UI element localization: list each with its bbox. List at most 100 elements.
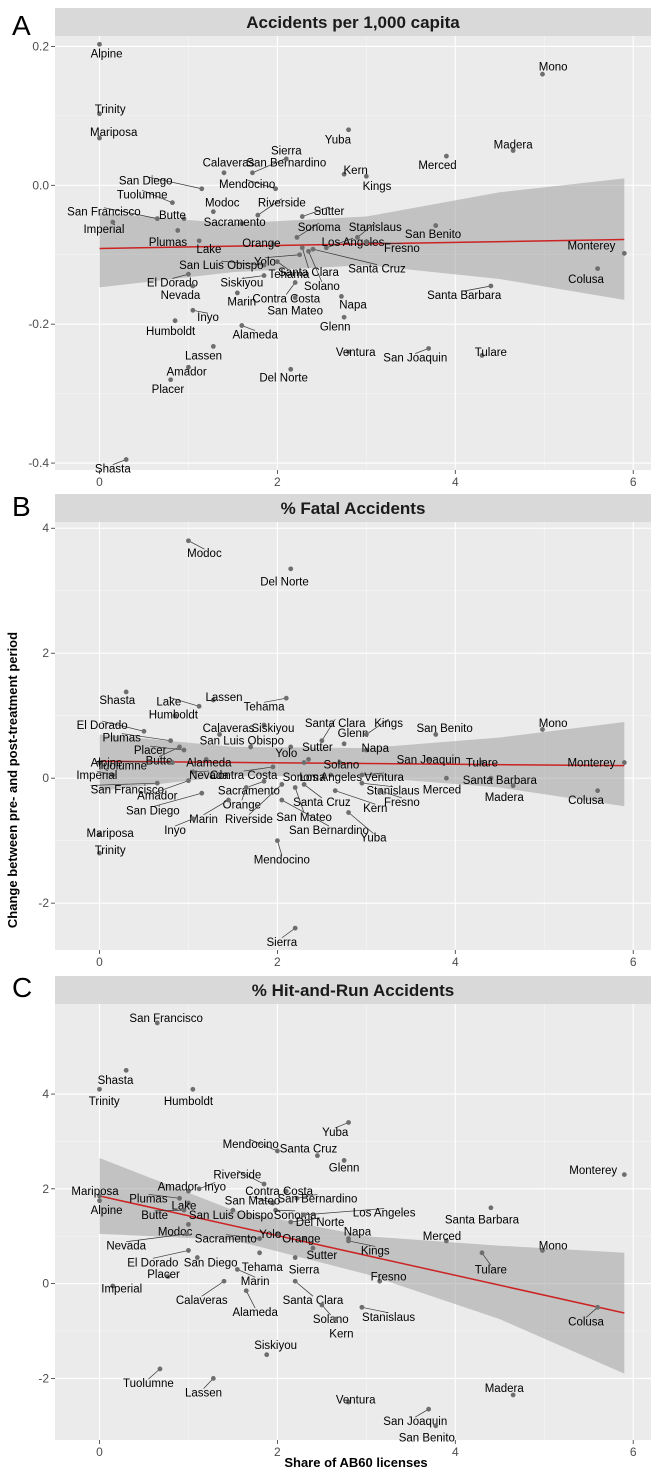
label-leader-line	[142, 189, 173, 203]
label-leader-line	[301, 247, 309, 269]
data-label-el-dorado: El Dorado	[147, 278, 198, 290]
data-label-yuba: Yuba	[322, 1127, 349, 1139]
data-point-lassen	[210, 343, 216, 349]
data-label-trinity: Trinity	[89, 1096, 120, 1108]
data-point-del-norte	[288, 1219, 294, 1225]
data-label-tehama: Tehama	[244, 701, 286, 713]
data-point-sierra	[292, 1255, 298, 1260]
panel-title: % Hit-and-Run Accidents	[252, 981, 454, 1000]
data-label-san-diego: San Diego	[184, 1257, 238, 1269]
label-leader-line	[357, 222, 376, 238]
data-point-san-francisco	[154, 1020, 160, 1026]
data-point-santa-barbara	[488, 1205, 494, 1211]
panel-letter: B	[12, 491, 31, 522]
label-leader-line	[243, 766, 273, 772]
data-label-colusa: Colusa	[568, 795, 604, 807]
data-label-fresno: Fresno	[371, 1272, 407, 1284]
label-leader-line	[90, 782, 158, 786]
data-label-del-norte: Del Norte	[296, 1217, 345, 1229]
data-point-sacramento	[257, 1236, 262, 1241]
data-point-glenn	[341, 314, 347, 320]
data-point-kern	[332, 788, 338, 794]
data-label-solano: Solano	[324, 759, 360, 771]
y-tick-label: -2	[38, 1371, 49, 1385]
data-point-yuba	[346, 810, 351, 815]
label-leader-line	[248, 784, 283, 816]
data-label-shasta: Shasta	[98, 1075, 134, 1087]
data-label-trinity: Trinity	[95, 845, 126, 857]
data-point-butte	[181, 1207, 187, 1213]
data-label-alpine: Alpine	[91, 1205, 123, 1217]
data-label-san-bernardino: San Bernardino	[277, 1193, 357, 1205]
data-label-tehama: Tehama	[268, 269, 310, 281]
data-label-lake: Lake	[156, 696, 181, 708]
data-point-mendocino	[274, 1148, 280, 1154]
data-label-trinity: Trinity	[95, 104, 126, 116]
data-point-lake	[196, 703, 202, 709]
label-leader-line	[263, 697, 287, 703]
data-point-imperial	[110, 1283, 116, 1289]
data-label-sutter: Sutter	[302, 742, 333, 754]
data-label-fresno: Fresno	[384, 243, 420, 255]
data-point-madera	[510, 1392, 516, 1398]
data-point-napa	[339, 294, 344, 299]
data-point-san-francisco	[154, 216, 160, 222]
x-tick-label: 6	[630, 1445, 637, 1459]
data-point-lassen	[210, 1375, 216, 1381]
data-point-placer	[181, 747, 187, 753]
label-leader-line	[150, 745, 185, 751]
data-label-alpine: Alpine	[91, 758, 123, 770]
data-point-merced	[444, 153, 449, 159]
label-leader-line	[257, 198, 283, 216]
data-label-sonoma: Sonoma	[283, 772, 326, 784]
data-label-napa: Napa	[361, 743, 389, 755]
label-leader-line	[303, 784, 323, 799]
data-point-sacramento	[261, 778, 267, 784]
data-label-plumas: Plumas	[149, 237, 188, 249]
data-label-mariposa: Mariposa	[90, 127, 138, 139]
data-label-yolo: Yolo	[254, 257, 276, 269]
label-leader-line	[168, 696, 200, 707]
data-point-orange	[243, 785, 249, 790]
x-tick-label: 0	[96, 955, 103, 969]
x-tick-label: 2	[274, 475, 281, 489]
data-label-alameda: Alameda	[186, 758, 232, 770]
data-label-calaveras: Calaveras	[176, 1295, 228, 1307]
data-point-alpine	[97, 41, 102, 47]
label-leader-line	[252, 1196, 274, 1204]
data-label-san-mateo: San Mateo	[276, 812, 332, 824]
y-tick-label: 2	[42, 646, 49, 660]
data-label-mono: Mono	[539, 62, 568, 74]
data-point-orange	[301, 1236, 307, 1241]
data-point-stanislaus	[355, 234, 360, 240]
label-leader-line	[361, 1306, 389, 1314]
panel-title: Accidents per 1,000 capita	[246, 13, 460, 32]
x-tick-label: 4	[452, 475, 459, 489]
data-label-san-luis-obispo: San Luis Obispo	[189, 1210, 273, 1222]
data-point-san-luis-obispo	[248, 744, 254, 750]
data-point-glenn	[341, 1157, 347, 1163]
data-label-santa-barbara: Santa Barbara	[463, 775, 538, 787]
label-leader-line	[348, 812, 374, 834]
data-point-siskiyou	[264, 1352, 270, 1358]
data-label-nevada: Nevada	[189, 770, 229, 782]
x-tick-label: 4	[452, 1445, 459, 1459]
data-point-mono	[540, 71, 545, 77]
data-point-siskiyou	[261, 273, 267, 278]
label-leader-line	[281, 799, 330, 827]
panel-letter: C	[12, 972, 32, 1003]
data-point-sierra	[292, 925, 298, 931]
data-point-mariposa	[97, 832, 102, 837]
data-label-placer: Placer	[147, 1269, 180, 1281]
data-label-mendocino: Mendocino	[254, 854, 310, 866]
data-label-san-mateo: San Mateo	[225, 1196, 281, 1208]
label-leader-line	[154, 1209, 184, 1212]
data-label-santa-cruz: Santa Cruz	[348, 264, 406, 276]
data-label-merced: Merced	[423, 784, 461, 796]
data-point-shasta	[123, 1067, 129, 1073]
data-label-el-dorado: El Dorado	[127, 1257, 178, 1269]
label-leader-line	[174, 818, 194, 827]
data-label-contra-costa: Contra Costa	[245, 1186, 313, 1198]
data-point-merced	[444, 775, 449, 781]
label-leader-line	[152, 792, 202, 808]
